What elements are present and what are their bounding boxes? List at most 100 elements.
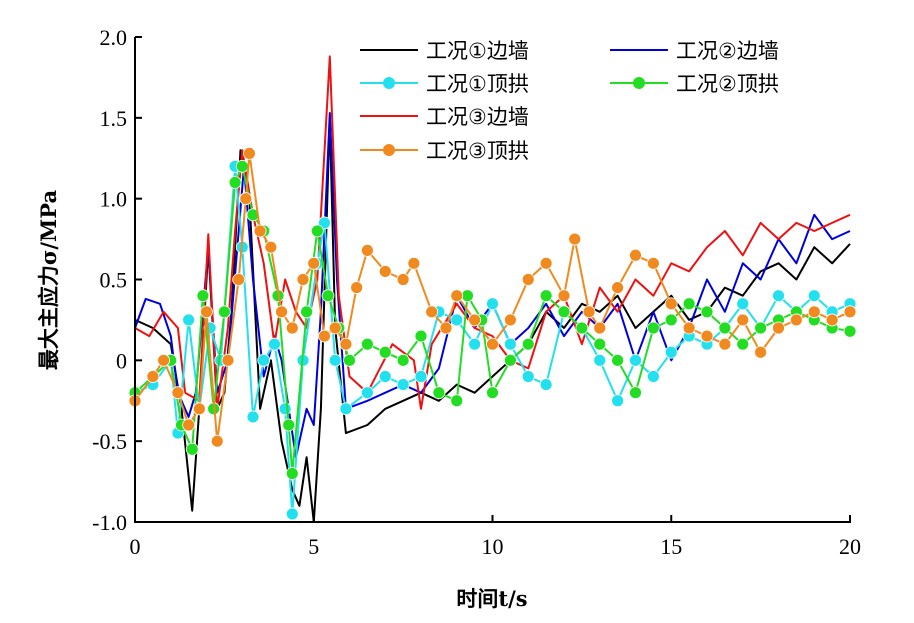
data-point — [414, 370, 428, 383]
y-tick-label: -1.0 — [92, 510, 127, 535]
data-point — [264, 240, 278, 254]
legend-item: 工况③顶拱 — [360, 139, 529, 163]
legend-item: 工况①边墙 — [360, 39, 529, 63]
data-point — [318, 216, 331, 230]
data-point — [360, 337, 374, 351]
data-point — [278, 402, 292, 416]
data-point — [285, 321, 299, 335]
legend-item: 工况①顶拱 — [360, 72, 529, 96]
y-tick-label: 2.0 — [100, 25, 128, 50]
data-point — [339, 402, 353, 416]
legend-label: 工况①顶拱 — [426, 72, 529, 96]
x-tick-label: 5 — [308, 534, 319, 559]
data-point — [736, 297, 750, 311]
data-point — [789, 313, 803, 327]
data-point — [378, 265, 392, 278]
data-point — [282, 418, 296, 432]
x-tick-label: 15 — [660, 534, 682, 559]
legend-item: 工况②顶拱 — [610, 72, 779, 96]
data-point — [310, 224, 324, 238]
y-tick-label: 1.5 — [100, 106, 128, 131]
data-point — [521, 370, 535, 383]
data-point — [307, 256, 321, 270]
data-point — [593, 353, 607, 367]
y-axis-title: 最大主应力σ/MPa — [36, 189, 61, 370]
data-point — [700, 305, 714, 319]
x-tick-label: 10 — [482, 534, 504, 559]
data-point — [171, 386, 185, 400]
data-point — [646, 256, 660, 270]
data-point — [486, 337, 499, 351]
data-point — [718, 337, 732, 351]
data-point — [664, 297, 678, 311]
legend-item: 工况③边墙 — [360, 105, 529, 129]
data-point — [296, 273, 310, 286]
data-point — [503, 353, 517, 367]
data-point — [350, 281, 364, 294]
data-point — [557, 305, 571, 319]
data-point — [700, 329, 714, 343]
y-ticks: -1.0 -0.5 0 0.5 1.0 1.5 2.0 — [92, 25, 142, 535]
data-point — [539, 378, 553, 391]
data-point — [242, 146, 256, 160]
series-6 — [128, 146, 857, 448]
data-point — [575, 321, 589, 335]
data-point — [468, 313, 482, 327]
data-point — [396, 353, 410, 367]
data-point — [146, 370, 160, 383]
data-point — [843, 324, 857, 338]
data-point — [285, 507, 299, 521]
data-point — [736, 337, 750, 351]
data-point — [754, 345, 768, 359]
data-point — [192, 402, 206, 416]
y-tick-label: -0.5 — [92, 429, 127, 454]
data-point — [736, 313, 750, 327]
data-point — [432, 386, 446, 400]
legend-label: 工况②边墙 — [676, 39, 779, 63]
data-point — [461, 289, 474, 303]
legend-label: 工况②顶拱 — [676, 72, 779, 96]
data-point — [221, 353, 235, 367]
y-tick-label: 1.0 — [100, 187, 128, 212]
data-point — [503, 313, 517, 327]
data-point — [328, 353, 342, 367]
data-point — [682, 321, 696, 335]
data-point — [682, 297, 696, 311]
data-point — [182, 418, 196, 432]
data-point — [300, 305, 314, 319]
data-point — [235, 159, 249, 173]
data-point — [521, 337, 535, 351]
data-point — [343, 353, 356, 367]
data-point — [275, 305, 288, 319]
data-point — [593, 321, 607, 335]
data-point — [557, 289, 571, 303]
series-5 — [134, 55, 851, 410]
data-point — [232, 273, 246, 286]
series-line — [134, 55, 851, 410]
data-point — [217, 305, 231, 319]
data-point — [664, 345, 678, 359]
data-point — [772, 289, 785, 303]
data-point — [843, 305, 857, 319]
data-point — [285, 467, 299, 480]
data-point — [486, 386, 499, 400]
data-point — [450, 394, 464, 408]
x-tick-label: 0 — [130, 534, 141, 559]
data-point — [646, 370, 660, 383]
data-point — [407, 256, 421, 270]
data-point — [425, 305, 439, 319]
data-point — [246, 208, 260, 222]
data-point — [414, 329, 428, 343]
data-point — [450, 289, 464, 303]
data-point — [182, 313, 196, 327]
y-tick-label: 0.5 — [100, 268, 128, 293]
data-point — [718, 321, 732, 335]
data-point — [396, 273, 410, 286]
data-point — [486, 297, 499, 311]
x-ticks: 0 5 10 15 20 — [130, 515, 861, 559]
data-point — [200, 305, 213, 319]
data-point — [239, 192, 253, 206]
data-point — [772, 321, 785, 335]
